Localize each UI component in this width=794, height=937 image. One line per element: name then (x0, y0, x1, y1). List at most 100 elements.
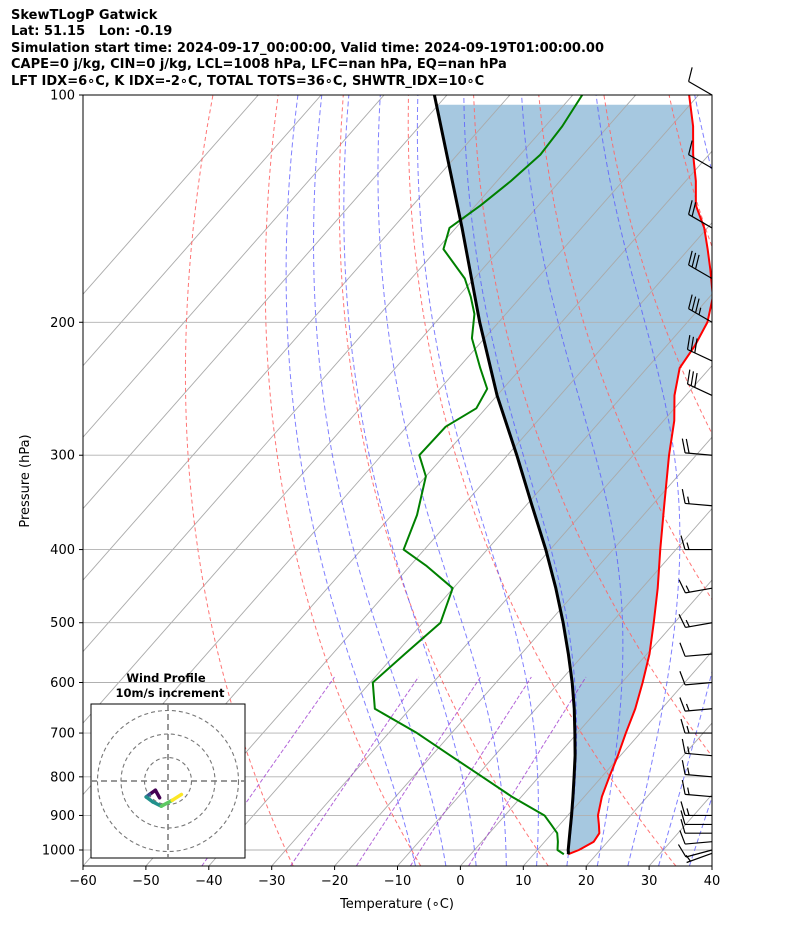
isotherm-line (83, 95, 385, 438)
dry-adiabat-line (407, 95, 677, 866)
moist-adiabat-line (285, 95, 416, 866)
wind-barb-shaft (685, 841, 713, 845)
hodograph-plot (91, 704, 245, 858)
wind-barb-shaft (685, 622, 713, 629)
wind-barb-full-tick (681, 438, 686, 453)
dry-adiabat-line (184, 95, 294, 866)
y-tick-label: 900 (50, 809, 75, 824)
wind-barb-half-tick (686, 542, 690, 550)
mixing-ratio-line (409, 676, 532, 866)
wind-barb-full-tick (677, 844, 687, 858)
x-tick-label: −10 (384, 874, 411, 889)
wind-barb-shaft (685, 502, 713, 507)
cin-cape-shading (436, 104, 712, 855)
y-axis-label: Pressure (hPa) (18, 434, 33, 527)
y-tick-label: 800 (50, 770, 75, 785)
dewpoint-line (371, 95, 584, 856)
wind-barb (679, 830, 713, 845)
hodograph-subtitle: 10m/s increment (116, 686, 225, 700)
isotherm-line (334, 436, 712, 866)
y-tick-label: 100 (50, 89, 75, 104)
wind-barb-full-tick (688, 250, 693, 266)
wind-barb (688, 250, 713, 280)
mixing-ratio-line (355, 676, 481, 866)
y-tick-label: 700 (50, 727, 75, 742)
wind-barb-half-tick (687, 787, 690, 795)
wind-barb (679, 671, 713, 686)
y-tick-label: 300 (50, 449, 75, 464)
wind-barb-shaft (685, 681, 713, 686)
wind-barb-full-tick (680, 819, 686, 834)
wind-barb-full-tick (680, 718, 686, 734)
wind-barb (681, 760, 713, 778)
x-tick-label: −40 (195, 874, 222, 889)
isotherm-line (397, 507, 712, 866)
wind-barb (677, 844, 713, 858)
dry-adiabat-line (338, 95, 549, 866)
moist-adiabat-line (688, 795, 712, 866)
wind-barb-full-tick (690, 336, 695, 352)
moist-adiabat-line (521, 95, 624, 866)
wind-barb (680, 535, 712, 551)
wind-hodograph: Wind Profile 10m/s increment (90, 671, 246, 859)
isotherm-line (522, 650, 712, 866)
wind-barb-full-tick (694, 338, 698, 353)
wind-barb-half-tick (687, 767, 690, 775)
wind-barb-full-tick (679, 830, 686, 845)
moist-adiabat-line (595, 95, 681, 866)
wind-barb-shaft (686, 852, 713, 864)
wind-barb-full-tick (681, 738, 686, 754)
wind-barb (688, 140, 713, 169)
wind-barb (685, 852, 713, 864)
wind-barb-half-tick (685, 703, 690, 711)
wind-barb (680, 718, 712, 734)
wind-barb-shaft (685, 452, 713, 456)
wind-barb-shaft (685, 849, 713, 858)
isotherm-line (83, 95, 637, 724)
isotherm-line (585, 722, 712, 866)
dry-adiabat-line (473, 95, 712, 758)
hodograph-speed-ring (96, 709, 240, 853)
wind-barb-half-tick (686, 808, 690, 816)
moist-adiabat-line (463, 95, 578, 866)
isotherm-line (83, 95, 511, 581)
wind-barb-full-tick (681, 760, 686, 775)
temperature-line (567, 95, 712, 856)
wind-barb (680, 801, 712, 817)
x-axis-label: Temperature (∘C) (339, 897, 454, 912)
x-tick-label: −20 (321, 874, 348, 889)
dry-adiabat-line (538, 95, 712, 601)
wind-barb-full-tick (680, 801, 686, 816)
wind-barb (681, 779, 713, 798)
y-tick-label: 200 (50, 316, 75, 331)
y-tick-label: 400 (50, 543, 75, 558)
parcel-shading-area (436, 104, 712, 855)
wind-barb-full-tick (686, 369, 691, 385)
wind-barb-shaft (687, 383, 713, 396)
wind-barb-half-tick (687, 496, 690, 504)
dry-adiabat-line (734, 95, 794, 866)
wind-barb-full-tick (679, 671, 686, 686)
wind-barb-half-tick (685, 619, 690, 627)
isotherm-line (145, 222, 712, 866)
wind-barb-shaft (688, 213, 713, 229)
wind-barb-half-tick (686, 725, 690, 734)
wind-barb-full-tick (691, 202, 697, 217)
isotherm-line (208, 293, 712, 866)
wind-barb-shaft (688, 80, 713, 96)
wind-barb-full-tick (688, 200, 693, 215)
wind-barb-shaft (688, 154, 713, 169)
x-tick-label: 20 (578, 874, 595, 889)
moist-adiabat-line (313, 95, 447, 866)
y-tick-label: 600 (50, 676, 75, 691)
x-tick-label: 40 (704, 874, 721, 889)
x-tick-label: −30 (258, 874, 285, 889)
moist-adiabat-line (343, 95, 477, 866)
wind-barb (686, 369, 713, 396)
x-tick-label: −50 (132, 874, 159, 889)
axes: −60 −50 −40 −30 −20 −10 0 10 20 30 40 100 200 300 400 5… (42, 89, 720, 890)
background-gridlines (83, 95, 794, 866)
wind-barb-full-tick (679, 642, 686, 657)
wind-barb-full-tick (678, 614, 686, 628)
wind-barb-full-tick (688, 294, 693, 309)
